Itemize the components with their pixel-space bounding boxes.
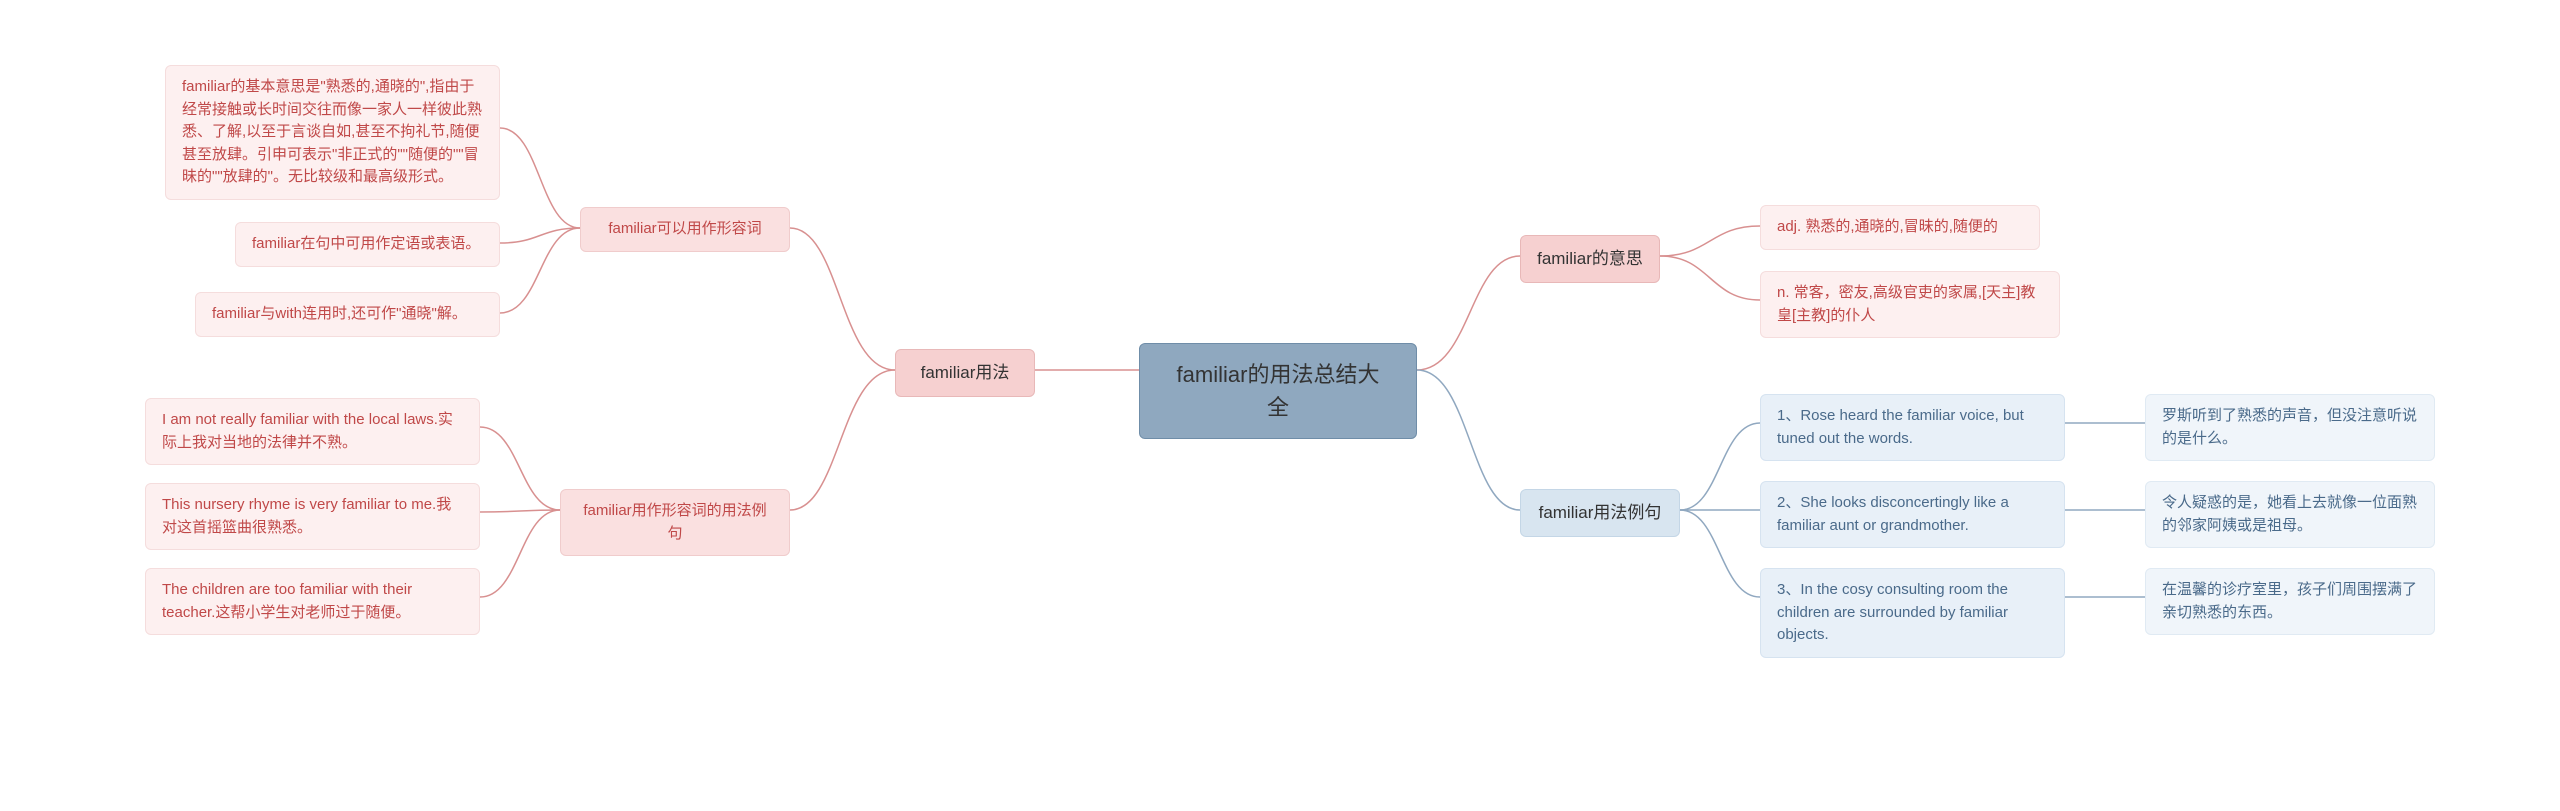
usage-examples-node[interactable]: familiar用作形容词的用法例句 bbox=[560, 489, 790, 556]
meaning-item-0: adj. 熟悉的,通晓的,冒昧的,随便的 bbox=[1760, 205, 2040, 250]
usage-adj-item-0: familiar的基本意思是"熟悉的,通晓的",指由于经常接触或长时间交往而像一… bbox=[165, 65, 500, 200]
usage-example-2: The children are too familiar with their… bbox=[145, 568, 480, 635]
usage-node[interactable]: familiar用法 bbox=[895, 349, 1035, 397]
sentences-node[interactable]: familiar用法例句 bbox=[1520, 489, 1680, 537]
sentence-en-1: 2、She looks disconcertingly like a famil… bbox=[1760, 481, 2065, 548]
usage-adj-item-2: familiar与with连用时,还可作"通晓"解。 bbox=[195, 292, 500, 337]
meaning-item-1: n. 常客，密友,高级官吏的家属,[天主]教皇[主教]的仆人 bbox=[1760, 271, 2060, 338]
usage-adj-item-1: familiar在句中可用作定语或表语。 bbox=[235, 222, 500, 267]
sentence-zh-0: 罗斯听到了熟悉的声音，但没注意听说的是什么。 bbox=[2145, 394, 2435, 461]
usage-adj-node[interactable]: familiar可以用作形容词 bbox=[580, 207, 790, 252]
root-node[interactable]: familiar的用法总结大全 bbox=[1139, 343, 1417, 439]
sentence-en-2: 3、In the cosy consulting room the childr… bbox=[1760, 568, 2065, 658]
meaning-node[interactable]: familiar的意思 bbox=[1520, 235, 1660, 283]
sentence-en-0: 1、Rose heard the familiar voice, but tun… bbox=[1760, 394, 2065, 461]
usage-example-1: This nursery rhyme is very familiar to m… bbox=[145, 483, 480, 550]
sentence-zh-1: 令人疑惑的是，她看上去就像一位面熟的邻家阿姨或是祖母。 bbox=[2145, 481, 2435, 548]
sentence-zh-2: 在温馨的诊疗室里，孩子们周围摆满了亲切熟悉的东西。 bbox=[2145, 568, 2435, 635]
usage-example-0: I am not really familiar with the local … bbox=[145, 398, 480, 465]
